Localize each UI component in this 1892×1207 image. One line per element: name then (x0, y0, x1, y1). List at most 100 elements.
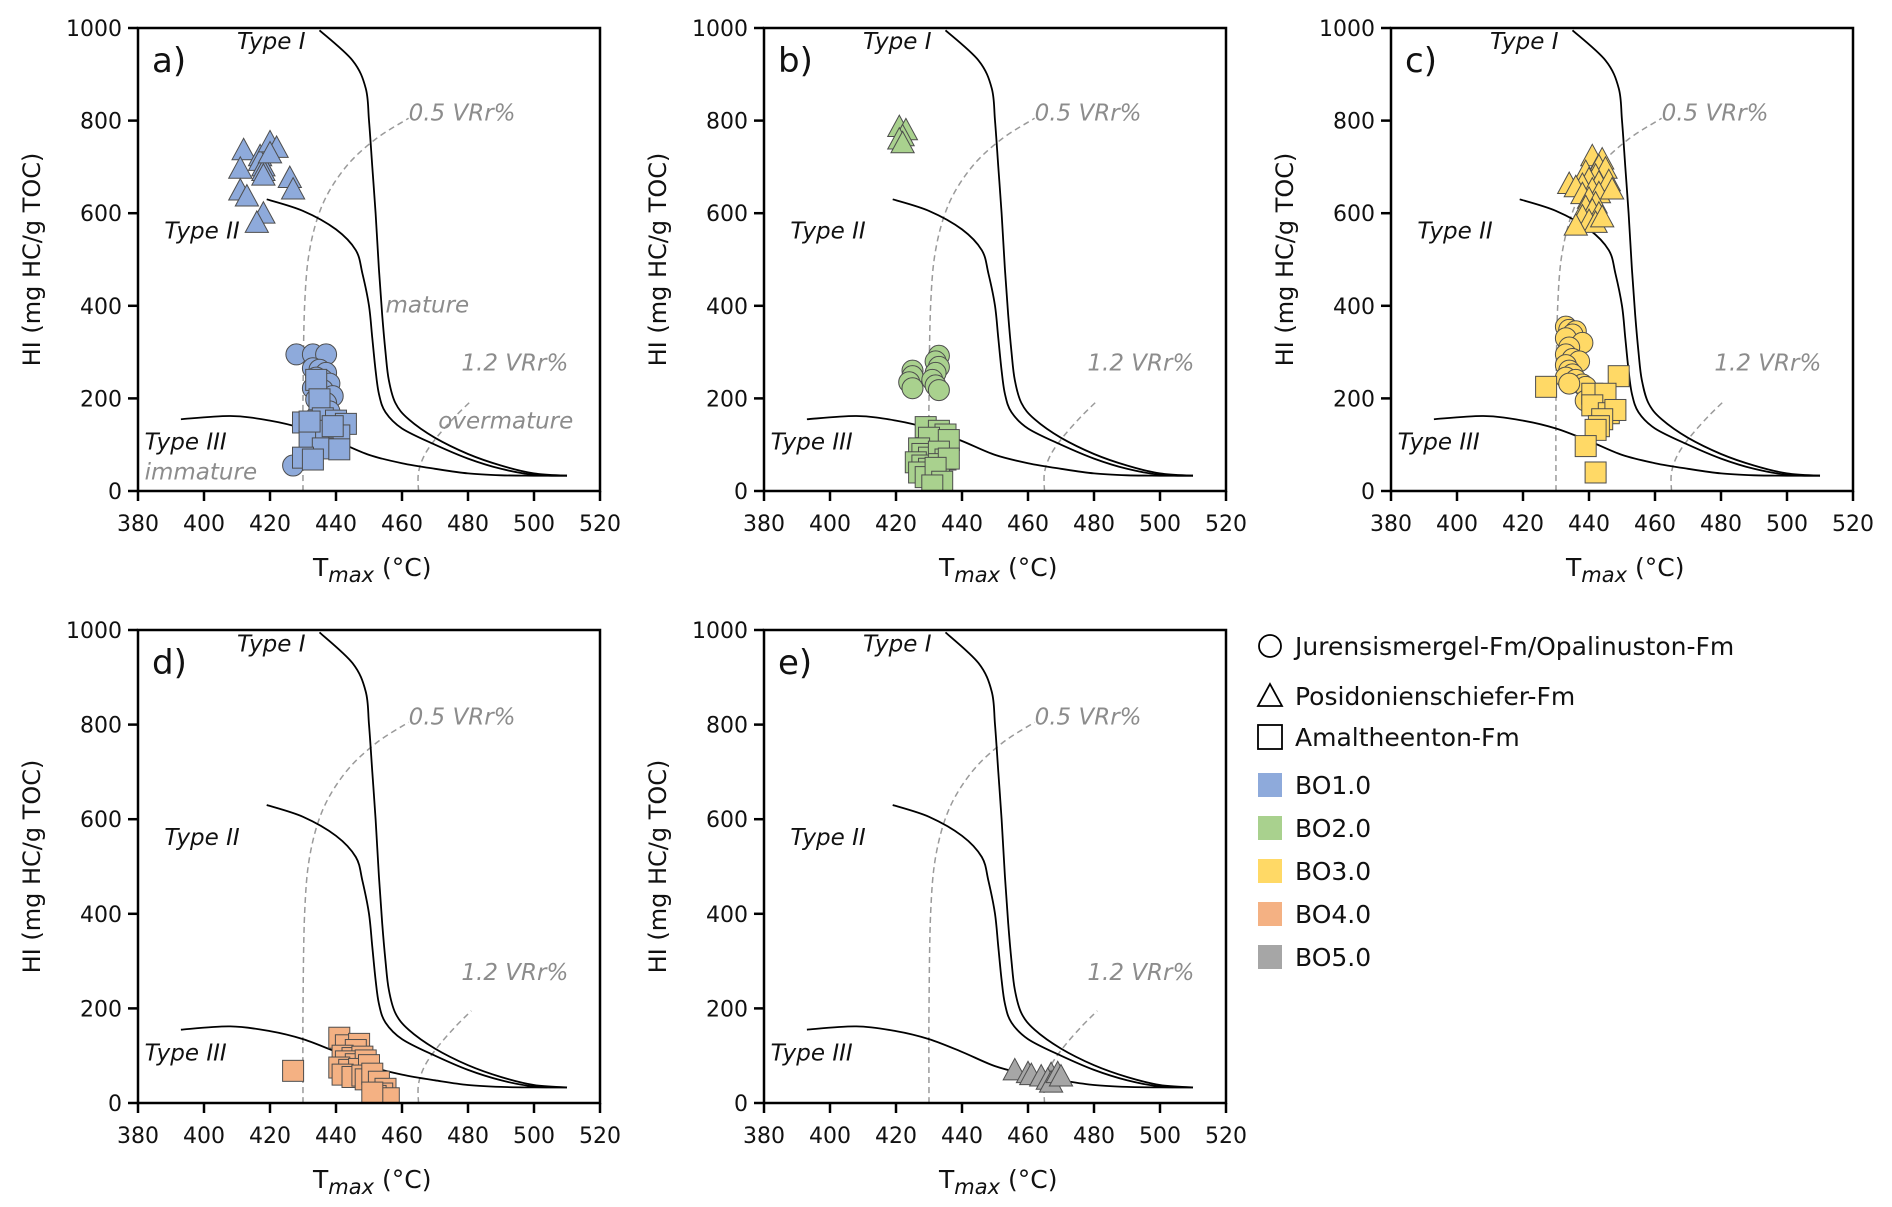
y-tick-label: 0 (734, 1092, 748, 1117)
y-axis-label: HI (mg HC/g TOC) (644, 760, 672, 974)
type-III-curve (180, 415, 568, 477)
x-tick-label: 480 (1700, 512, 1742, 537)
panel-label: e) (778, 643, 812, 683)
data-point (328, 438, 351, 461)
legend-square-icon (1257, 724, 1283, 750)
type-I-curve (944, 29, 1194, 477)
legend-swatch (1258, 773, 1282, 797)
label-type-I: Type I (1490, 29, 1559, 55)
type-I-curve (318, 29, 568, 477)
x-axis-label: Tmax (°C) (312, 1165, 431, 1199)
x-tick-label: 500 (513, 1124, 555, 1149)
y-axis: 0 200 400 600 800 1000 HI (mg HC/g TOC) (18, 17, 138, 505)
type-II-curve (892, 198, 1194, 477)
plot-area (1433, 29, 1821, 491)
label-vr-0.5: 0.5 VRr% (1035, 705, 1142, 731)
vr-0.5-line (928, 117, 1036, 491)
axes-frame (762, 26, 1228, 493)
x-tick-label: 520 (1832, 512, 1874, 537)
annotations: Type I Type II Type III 0.5 VRr% 1.2 VRr% (771, 29, 1195, 455)
vr-0.5-line (302, 117, 410, 491)
data-point (301, 448, 324, 471)
data-point (282, 1059, 305, 1082)
label-type-III: Type III (771, 1040, 853, 1066)
data-point (321, 415, 344, 438)
y-tick-label: 400 (706, 295, 748, 320)
x-tick-label: 420 (875, 512, 917, 537)
data-point (927, 379, 950, 402)
series-triangle (1002, 1057, 1074, 1093)
axes-frame (762, 628, 1228, 1105)
legend-label: Amaltheenton-Fm (1295, 723, 1520, 752)
x-tick-label: 440 (315, 1124, 357, 1149)
x-tick-label: 460 (1007, 512, 1049, 537)
vr-0.5-line (1555, 117, 1663, 491)
x-tick-label: 440 (941, 1124, 983, 1149)
x-tick-label: 520 (1205, 512, 1247, 537)
legend-item: BO4.0 (1258, 900, 1371, 929)
data-point (361, 1081, 384, 1103)
y-tick-label: 400 (706, 903, 748, 928)
annotations: Type I Type II Type III 0.5 VRr% 1.2 VRr% (771, 631, 1195, 1066)
x-tick-label: 480 (447, 1124, 489, 1149)
plot-area (806, 631, 1194, 1103)
x-tick-label: 460 (1007, 1124, 1049, 1149)
x-tick-label: 400 (809, 512, 851, 537)
y-tick-label: 600 (1333, 202, 1375, 227)
legend-swatch (1258, 945, 1282, 969)
type-II-curve (266, 804, 568, 1089)
panel-label: a) (152, 41, 186, 81)
panel-label: d) (152, 643, 187, 683)
x-tick-label: 440 (941, 512, 983, 537)
x-tick-label: 400 (1436, 512, 1478, 537)
panel-a: Type I Type II Type III 0.5 VRr% 1.2 VRr% mat… (18, 17, 621, 587)
x-tick-label: 400 (183, 1124, 225, 1149)
label-vr-1.2: 1.2 VRr% (1087, 960, 1194, 986)
type-II-curve (892, 804, 1194, 1089)
x-tick-label: 460 (1634, 512, 1676, 537)
data-point (298, 410, 321, 433)
type-II-curve (1519, 198, 1821, 477)
y-axis-label: HI (mg HC/g TOC) (644, 153, 672, 367)
data-point (250, 162, 276, 186)
y-axis-label: HI (mg HC/g TOC) (18, 760, 46, 974)
label-type-I: Type I (863, 631, 932, 657)
y-tick-label: 0 (108, 1092, 122, 1117)
y-tick-label: 200 (80, 997, 122, 1022)
legend: Jurensismergel-Fm/Opalinuston-Fm Posidoni… (1256, 632, 1734, 972)
plot-area (180, 29, 568, 491)
label-immature: immature (145, 459, 258, 485)
y-tick-label: 0 (734, 480, 748, 505)
y-tick-label: 200 (706, 387, 748, 412)
legend-label: BO1.0 (1295, 771, 1371, 800)
x-tick-label: 480 (1073, 1124, 1115, 1149)
series-square (282, 1026, 400, 1103)
x-axis-label: Tmax (°C) (938, 1165, 1057, 1199)
y-tick-label: 1000 (692, 619, 748, 644)
legend-triangle-icon (1256, 682, 1284, 707)
x-tick-label: 380 (1370, 512, 1412, 537)
data-point (1563, 212, 1589, 236)
x-tick-label: 520 (1205, 1124, 1247, 1149)
legend-item: BO3.0 (1258, 857, 1371, 886)
y-axis: 0 200 400 600 800 1000 HI (mg HC/g TOC) (644, 17, 764, 505)
type-I-curve (318, 631, 568, 1089)
legend-label: Posidonienschiefer-Fm (1295, 682, 1575, 711)
annotations: Type I Type II Type III 0.5 VRr% 1.2 VRr% (1398, 29, 1822, 455)
label-vr-1.2: 1.2 VRr% (461, 960, 568, 986)
label-vr-0.5: 0.5 VRr% (1662, 101, 1769, 127)
legend-item: BO2.0 (1258, 814, 1371, 843)
data-point (1589, 204, 1615, 228)
vr-0.5-line (928, 721, 1036, 1103)
x-tick-label: 500 (1766, 512, 1808, 537)
legend-item: Jurensismergel-Fm/Opalinuston-Fm (1258, 632, 1734, 661)
x-tick-label: 380 (117, 512, 159, 537)
annotations: Type I Type II Type III 0.5 VRr% 1.2 VRr% mat… (145, 29, 574, 486)
vr-1.2-line (1043, 400, 1098, 491)
label-vr-1.2: 1.2 VRr% (461, 351, 568, 377)
y-axis: 0 200 400 600 800 1000 HI (mg HC/g TOC) (644, 619, 764, 1117)
x-tick-label: 480 (1073, 512, 1115, 537)
x-tick-label: 440 (1568, 512, 1610, 537)
data-point (921, 474, 944, 491)
panel-d: Type I Type II Type III 0.5 VRr% 1.2 VRr% d) 3… (18, 619, 621, 1199)
